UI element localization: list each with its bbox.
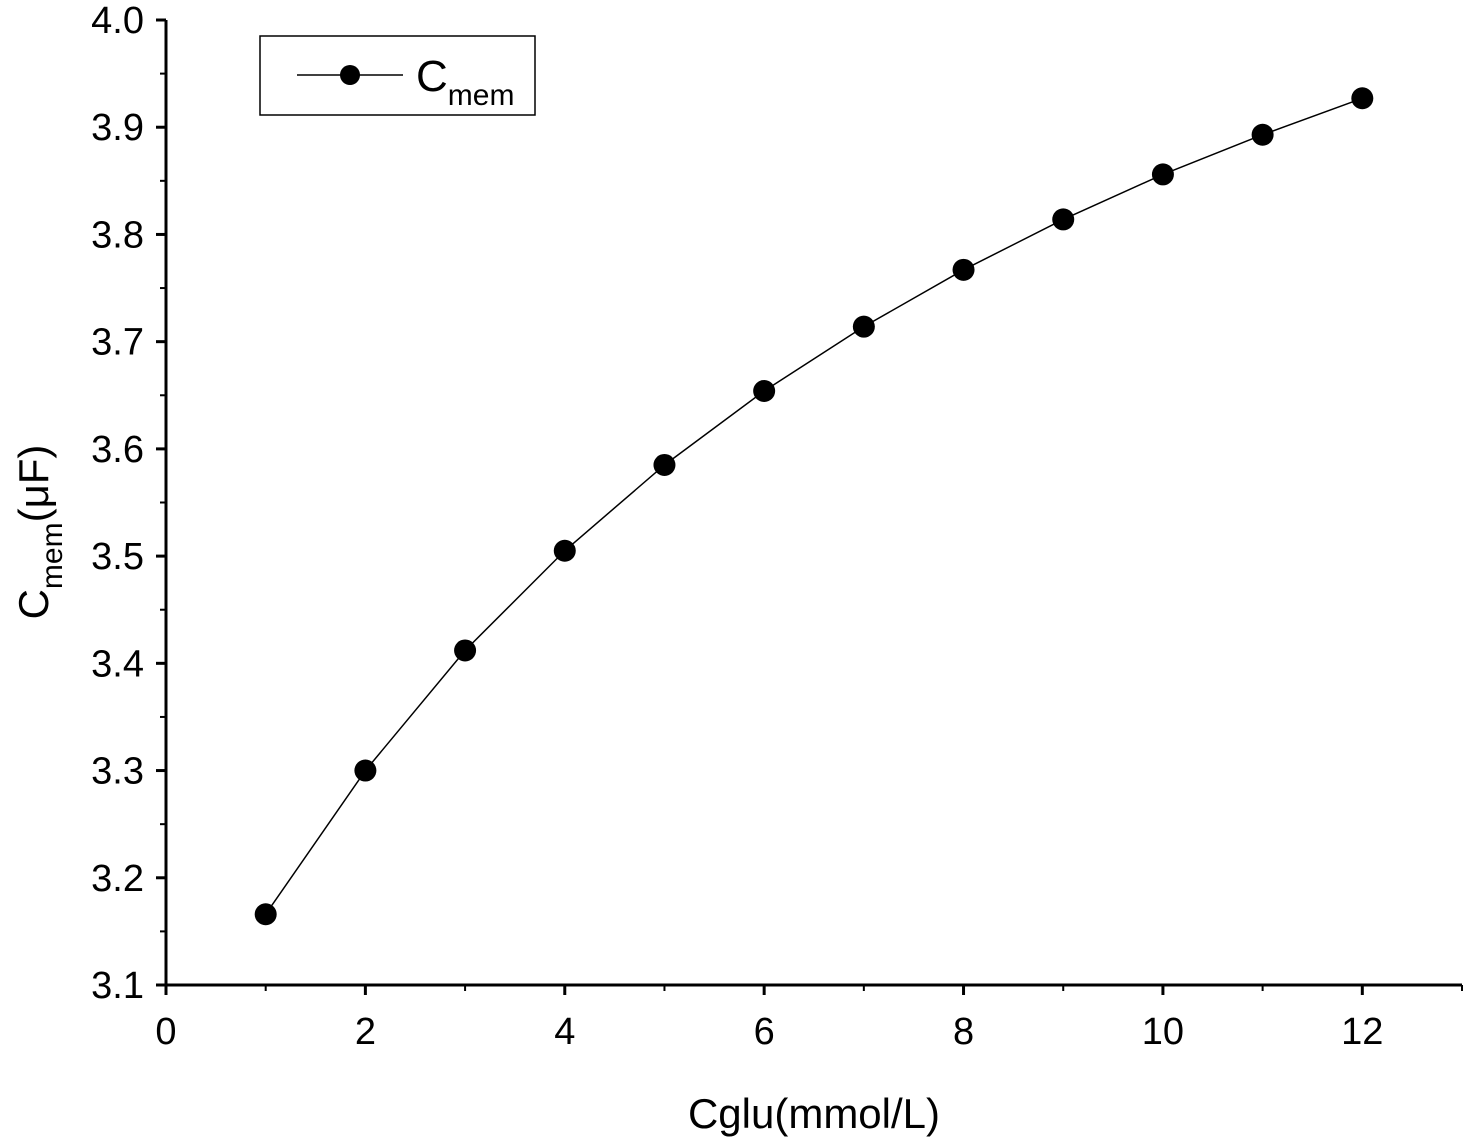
x-tick-label: 12 (1341, 1011, 1383, 1053)
x-tick-label: 10 (1142, 1011, 1184, 1053)
y-tick-label: 3.1 (91, 965, 144, 1007)
y-ticks: 3.1 3.2 3.3 3.4 3.5 3.6 3.7 3.8 3.9 4.0 (91, 0, 166, 1007)
x-axis-title: Cglu(mmol/L) (688, 1090, 940, 1137)
y-tick-label: 3.2 (91, 858, 144, 900)
y-tick-label: 3.4 (91, 643, 144, 685)
y-tick-label: 3.9 (91, 107, 144, 149)
data-point (254, 903, 277, 926)
x-tick-label: 2 (355, 1011, 376, 1053)
legend-marker (340, 65, 360, 85)
data-point (653, 453, 676, 476)
x-tick-label: 0 (155, 1011, 176, 1053)
legend: Cmem (259, 35, 536, 116)
x-ticks: 0 2 4 6 8 10 12 (155, 985, 1463, 1053)
legend-label-sub: mem (448, 79, 515, 112)
y-tick-label: 3.6 (91, 429, 144, 471)
data-point (852, 315, 875, 338)
data-point (952, 258, 975, 281)
data-point (553, 539, 576, 562)
y-axis-title: Cmem(μF) (10, 445, 69, 620)
axes (164, 20, 1462, 987)
y-axis-title-main: C (10, 589, 57, 619)
x-tick-label: 6 (754, 1011, 775, 1053)
y-tick-label: 3.8 (91, 214, 144, 256)
x-tick-label: 8 (953, 1011, 974, 1053)
legend-label: Cmem (416, 52, 514, 112)
x-tick-label: 4 (554, 1011, 575, 1053)
data-point (1052, 208, 1075, 231)
data-point (1351, 87, 1374, 110)
y-tick-label: 4.0 (91, 0, 144, 42)
data-point (1151, 163, 1174, 186)
data-point (1251, 123, 1274, 146)
y-tick-label: 3.5 (91, 536, 144, 578)
y-tick-label: 3.7 (91, 322, 144, 364)
data-point (753, 379, 776, 402)
series-line (265, 97, 1363, 915)
series-group (254, 87, 1374, 926)
legend-label-main: C (416, 52, 448, 101)
data-point (454, 639, 477, 662)
data-point (354, 759, 377, 782)
y-axis-title-unit: (μF) (10, 445, 57, 523)
y-axis-title-sub: mem (36, 522, 69, 589)
y-tick-label: 3.3 (91, 751, 144, 793)
